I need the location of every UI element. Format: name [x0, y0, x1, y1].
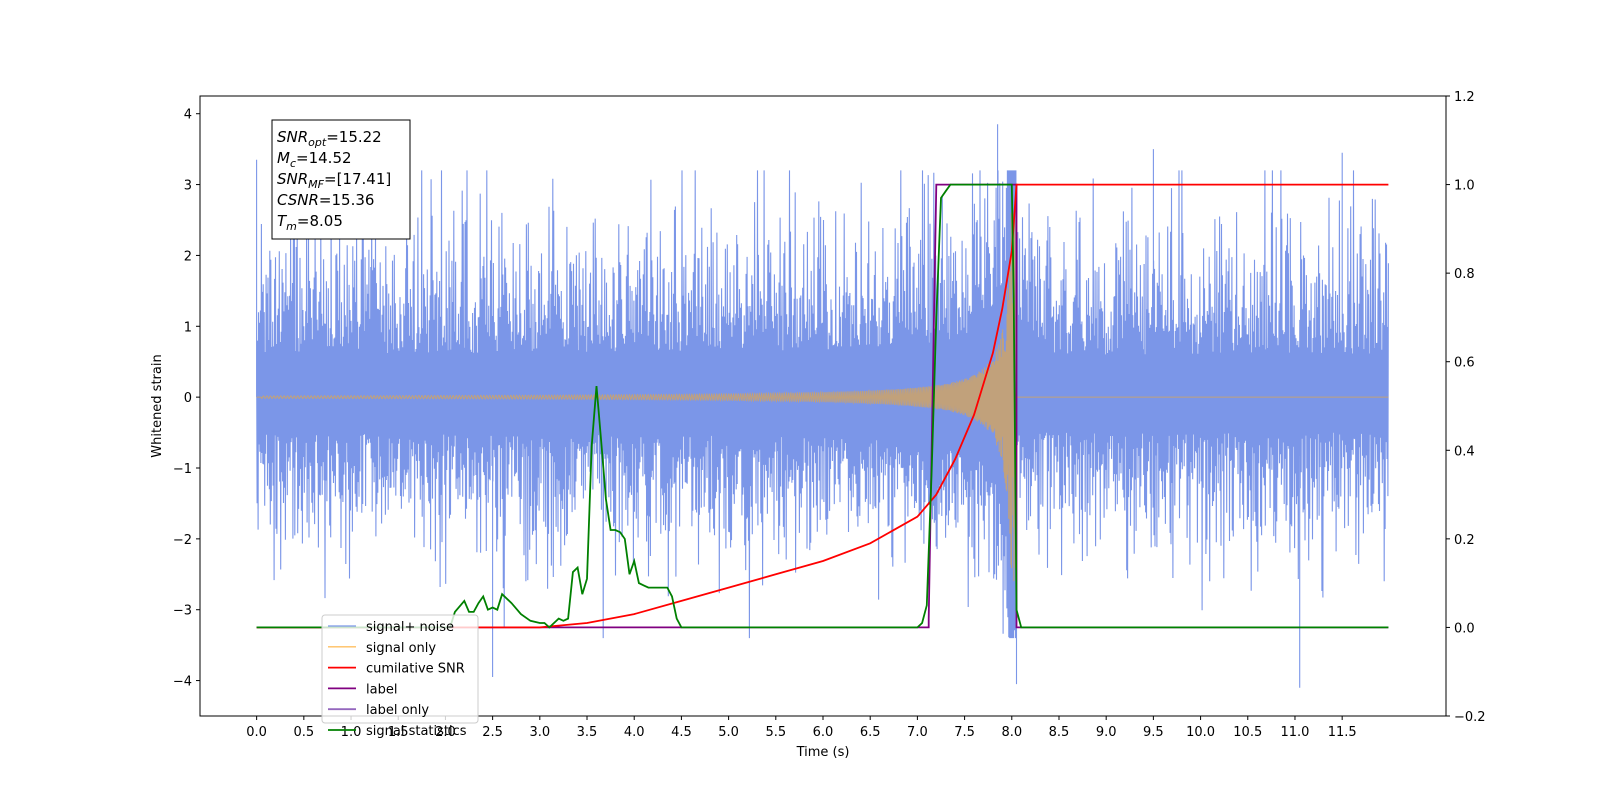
- x-tick-label: 11.0: [1280, 725, 1309, 740]
- legend-label: cumilative SNR: [366, 662, 465, 677]
- y-left-tick-label: 2: [184, 249, 192, 264]
- x-tick-label: 6.0: [813, 725, 834, 740]
- x-tick-label: 1.5: [388, 725, 409, 740]
- y-axis-left-label: Whitened strain: [150, 354, 165, 457]
- axis-ticks: 0.0 0.5 1.0 1.5 2.0 2.5 3.0 3.5 4.0 4.5 5.0 5.5 6.0 6…: [173, 90, 1486, 740]
- legend-frame: [321, 614, 479, 724]
- x-axis-label: Time (s): [796, 745, 850, 760]
- x-tick-label: 0.5: [293, 725, 314, 740]
- y-right-tick-label: −0.2: [1454, 710, 1486, 725]
- x-tick-label: 9.5: [1143, 725, 1164, 740]
- y-left-tick-label: −1: [173, 462, 192, 477]
- series-signal-only: [256, 213, 1389, 582]
- y-right-tick-label: 1.0: [1454, 179, 1475, 194]
- x-tick-label: 8.5: [1049, 725, 1070, 740]
- x-tick-label: 5.5: [765, 725, 786, 740]
- x-tick-label: 10.0: [1186, 725, 1215, 740]
- x-tick-label: 7.0: [907, 725, 928, 740]
- y-left-tick-label: 4: [184, 108, 192, 123]
- x-tick-label: 7.5: [954, 725, 975, 740]
- legend-label: signal statistics: [366, 724, 467, 739]
- x-tick-label: 8.0: [1001, 725, 1022, 740]
- y-left-tick-label: 3: [184, 179, 192, 194]
- y-right-tick-label: 0.6: [1454, 356, 1475, 371]
- x-tick-label: 3.5: [577, 725, 598, 740]
- x-tick-label: 9.0: [1096, 725, 1117, 740]
- info-box-frame: [271, 119, 411, 240]
- y-right-tick-label: 0.4: [1454, 444, 1475, 459]
- x-tick-label: 3.0: [529, 725, 550, 740]
- x-tick-label: 4.0: [624, 725, 645, 740]
- y-left-tick-label: −3: [173, 604, 192, 619]
- legend-label: signal+ noise: [366, 620, 454, 635]
- x-tick-label: 4.5: [671, 725, 692, 740]
- y-right-tick-label: 1.2: [1454, 90, 1475, 105]
- legend-label: label: [366, 682, 397, 697]
- y-right-tick-label: 0.0: [1454, 621, 1475, 636]
- y-left-tick-label: 1: [184, 320, 192, 335]
- x-tick-label: 5.0: [718, 725, 739, 740]
- y-right-tick-label: 0.2: [1454, 533, 1475, 548]
- x-tick-label: 11.5: [1328, 725, 1357, 740]
- y-left-tick-label: −4: [173, 675, 192, 690]
- y-left-tick-label: 0: [184, 391, 192, 406]
- info-box-line: Tm=8.05: [277, 212, 343, 233]
- x-tick-label: 6.5: [860, 725, 881, 740]
- x-tick-label: 2.0: [435, 725, 456, 740]
- legend: signal+ noise signal only cumilative SNR la…: [321, 614, 479, 739]
- info-box: SNRopt=15.22Mc=14.52SNRMF=[17.41]CSNR=15…: [271, 119, 411, 240]
- info-box-line: SNRopt=15.22: [277, 128, 382, 149]
- y-left-tick-label: −2: [173, 533, 192, 548]
- y-right-tick-label: 0.8: [1454, 267, 1475, 282]
- plot-area: [256, 124, 1389, 688]
- info-box-line: CSNR=15.36: [277, 191, 374, 209]
- x-tick-label: 0.0: [246, 725, 267, 740]
- series-cumulative-snr: [256, 183, 1389, 629]
- info-box-line: SNRMF=[17.41]: [277, 170, 391, 191]
- x-tick-label: 1.0: [341, 725, 362, 740]
- info-box-line: Mc=14.52: [277, 149, 352, 170]
- x-tick-label: 2.5: [482, 725, 503, 740]
- x-tick-label: 10.5: [1233, 725, 1262, 740]
- legend-label: label only: [366, 703, 429, 718]
- legend-label: signal only: [366, 641, 436, 656]
- series-signal-statistics: [256, 183, 1389, 629]
